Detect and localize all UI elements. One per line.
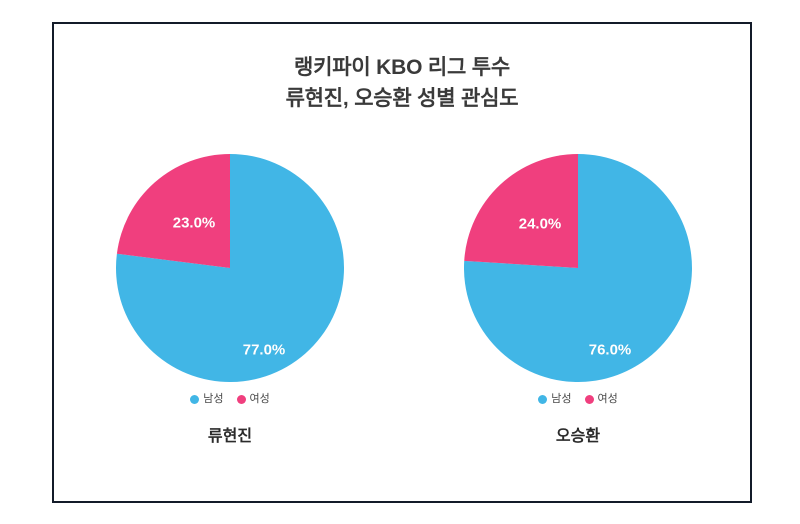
chart-title: 랭키파이 KBO 리그 투수 류현진, 오승환 성별 관심도 [54, 52, 750, 114]
pie-slice-male-ryu-hyunjin[interactable] [116, 154, 344, 382]
legend-dot-female-icon [584, 395, 594, 404]
pie-value-label-male-ryu-hyunjin: 77.0% [242, 341, 286, 359]
pie-panel-oh-seunghwan: 76.0% 24.0% 남성 여성 오승환 [418, 154, 738, 474]
legend-item-male-oh-seunghwan[interactable]: 남성 [538, 393, 572, 405]
legend-item-female-oh-seunghwan[interactable]: 여성 [584, 393, 618, 405]
pie-panel-ryu-hyunjin: 77.0% 23.0% 남성 여성 류현진 [70, 154, 390, 474]
legend-dot-male-icon [190, 395, 200, 404]
pie-caption-oh-seunghwan: 오승환 [555, 428, 601, 445]
pie-svg-ryu-hyunjin [116, 154, 344, 382]
pie-svg-oh-seunghwan [464, 154, 692, 382]
legend-dot-female-icon [236, 395, 246, 404]
pie-caption-ryu-hyunjin: 류현진 [207, 428, 253, 445]
legend-item-male-ryu-hyunjin[interactable]: 남성 [190, 393, 224, 405]
legend-ryu-hyunjin: 남성 여성 [70, 394, 390, 405]
pie-value-label-female-oh-seunghwan: 24.0% [518, 215, 562, 233]
legend-label-male: 남성 [203, 393, 224, 405]
pie-slice-female-oh-seunghwan[interactable] [464, 154, 578, 268]
legend-label-male: 남성 [551, 393, 572, 405]
legend-label-female: 여성 [597, 393, 618, 405]
pie-chart-oh-seunghwan: 76.0% 24.0% [464, 154, 692, 382]
pie-value-label-female-ryu-hyunjin: 23.0% [172, 214, 216, 232]
chart-frame: 랭키파이 KBO 리그 투수 류현진, 오승환 성별 관심도 77.0% 23.… [52, 22, 752, 503]
chart-title-line-2: 류현진, 오승환 성별 관심도 [285, 87, 519, 110]
legend-oh-seunghwan: 남성 여성 [418, 394, 738, 405]
pie-value-label-male-oh-seunghwan: 76.0% [588, 341, 632, 359]
legend-item-female-ryu-hyunjin[interactable]: 여성 [236, 393, 270, 405]
legend-dot-male-icon [538, 395, 548, 404]
legend-label-female: 여성 [249, 393, 270, 405]
pie-slice-male-oh-seunghwan[interactable] [464, 154, 692, 382]
pie-slice-female-ryu-hyunjin[interactable] [116, 154, 230, 268]
chart-title-line-1: 랭키파이 KBO 리그 투수 [294, 56, 510, 79]
pie-chart-ryu-hyunjin: 77.0% 23.0% [116, 154, 344, 382]
